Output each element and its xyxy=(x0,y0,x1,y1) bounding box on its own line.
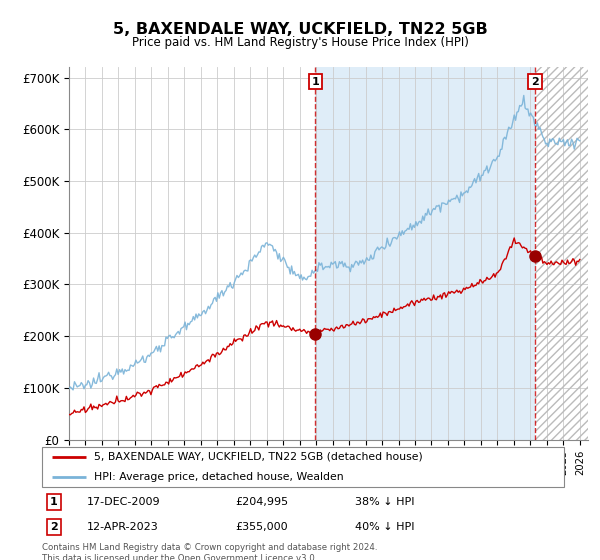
Text: 2: 2 xyxy=(50,522,58,532)
Text: 1: 1 xyxy=(50,497,58,507)
Text: 5, BAXENDALE WAY, UCKFIELD, TN22 5GB: 5, BAXENDALE WAY, UCKFIELD, TN22 5GB xyxy=(113,22,487,38)
Text: 17-DEC-2009: 17-DEC-2009 xyxy=(86,497,160,507)
Bar xyxy=(316,67,535,440)
Bar xyxy=(535,67,588,440)
Text: HPI: Average price, detached house, Wealden: HPI: Average price, detached house, Weal… xyxy=(94,472,344,482)
FancyBboxPatch shape xyxy=(42,447,564,487)
Text: Price paid vs. HM Land Registry's House Price Index (HPI): Price paid vs. HM Land Registry's House … xyxy=(131,36,469,49)
Text: £355,000: £355,000 xyxy=(235,522,288,532)
Text: 1: 1 xyxy=(311,77,319,86)
Text: 38% ↓ HPI: 38% ↓ HPI xyxy=(355,497,415,507)
Text: 5, BAXENDALE WAY, UCKFIELD, TN22 5GB (detached house): 5, BAXENDALE WAY, UCKFIELD, TN22 5GB (de… xyxy=(94,452,423,462)
Text: Contains HM Land Registry data © Crown copyright and database right 2024.
This d: Contains HM Land Registry data © Crown c… xyxy=(42,543,377,560)
Bar xyxy=(535,67,588,440)
Text: 12-APR-2023: 12-APR-2023 xyxy=(86,522,158,532)
Text: 2: 2 xyxy=(531,77,539,86)
Text: 40% ↓ HPI: 40% ↓ HPI xyxy=(355,522,415,532)
Text: £204,995: £204,995 xyxy=(235,497,288,507)
